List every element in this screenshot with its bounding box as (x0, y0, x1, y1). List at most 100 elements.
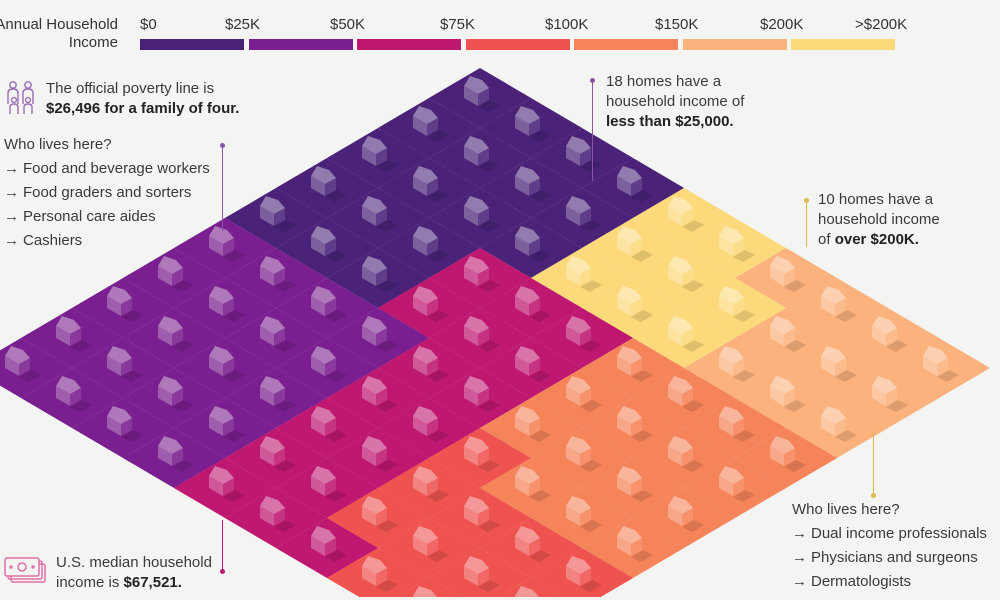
house-icon (566, 256, 602, 292)
house-icon (464, 76, 500, 112)
house-shadow (223, 490, 245, 502)
house-icon (770, 316, 806, 352)
house-shadow (427, 130, 449, 142)
house-roof (872, 376, 897, 394)
house-icon (515, 466, 551, 502)
house-icon (617, 406, 653, 442)
house-roof (617, 526, 642, 544)
house-shadow (733, 370, 755, 382)
house-icon (872, 376, 908, 412)
house-icon (158, 316, 194, 352)
house-roof (515, 166, 540, 184)
callout-dot (220, 569, 225, 574)
house-wall (821, 416, 835, 436)
house-wall (515, 116, 529, 136)
arrow-icon: → (792, 573, 807, 590)
house-icon (668, 496, 704, 532)
low-count-value: less than $25,000. (606, 113, 734, 130)
house-icon (617, 346, 653, 382)
house-roof (464, 76, 489, 94)
occupation-list-item: → Dual income professionals (792, 525, 987, 543)
house-icon (617, 466, 653, 502)
house-icon (413, 106, 449, 142)
house-icon (362, 136, 398, 172)
home-tile-$25K (0, 338, 73, 398)
house-roof (311, 346, 336, 364)
house-roof (515, 106, 540, 124)
house-roof (311, 226, 336, 244)
house-icon (362, 316, 398, 352)
house-shadow (478, 160, 500, 172)
house-shadow (325, 430, 347, 442)
house-shadow (325, 490, 347, 502)
house-roof (668, 256, 693, 274)
house-icon (515, 406, 551, 442)
house-icon (362, 556, 398, 592)
house-roof (311, 526, 336, 544)
house-shadow (427, 550, 449, 562)
house-shadow (478, 580, 500, 592)
house-icon (5, 346, 41, 382)
house-shadow (529, 370, 551, 382)
house-roof (515, 346, 540, 364)
house-roof (209, 406, 234, 424)
house-icon (311, 166, 347, 202)
house-roof (566, 496, 591, 514)
house-icon (56, 316, 92, 352)
house-roof (668, 196, 693, 214)
house-roof (566, 196, 591, 214)
house-icon (566, 316, 602, 352)
house-shadow (631, 190, 653, 202)
house-icon (56, 376, 92, 412)
house-icon (872, 316, 908, 352)
house-shadow (274, 340, 296, 352)
house-wall (158, 446, 172, 466)
house-wall (719, 356, 733, 376)
house-roof (362, 196, 387, 214)
house-roof (362, 496, 387, 514)
house-shadow (325, 250, 347, 262)
low-income-who-heading: Who lives here? (4, 136, 112, 153)
house-roof (5, 346, 30, 364)
house-shadow (223, 250, 245, 262)
house-wall (617, 536, 631, 556)
house-roof (566, 436, 591, 454)
house-roof (566, 316, 591, 334)
home-tile-$75K (326, 548, 430, 597)
house-icon (719, 346, 755, 382)
house-roof (413, 586, 438, 597)
legend-color-bar (791, 39, 895, 50)
house-wall (209, 236, 223, 256)
house-icon (515, 106, 551, 142)
house-wall (515, 176, 529, 196)
house-icon (209, 226, 245, 262)
house-shadow (172, 400, 194, 412)
house-shadow (784, 280, 806, 292)
house-icon (464, 196, 500, 232)
house-shadow (529, 490, 551, 502)
house-roof (617, 466, 642, 484)
high-count-prefix: of (818, 231, 835, 248)
house-shadow (274, 520, 296, 532)
house-shadow (223, 310, 245, 322)
callout-dot (871, 493, 876, 498)
house-shadow (427, 310, 449, 322)
house-roof (413, 406, 438, 424)
house-wall (923, 356, 937, 376)
house-wall (617, 176, 631, 196)
home-tile-$75K (498, 578, 564, 597)
house-wall (209, 296, 223, 316)
home-tile-$75K (428, 548, 532, 597)
house-shadow (121, 430, 143, 442)
house-icon (362, 376, 398, 412)
house-wall (260, 506, 274, 526)
low-count-line1: 18 homes have a (606, 73, 722, 90)
house-shadow (733, 310, 755, 322)
legend-color-bar (140, 39, 244, 50)
house-icon (566, 556, 602, 592)
house-icon (515, 346, 551, 382)
house-shadow (631, 370, 653, 382)
house-wall (668, 506, 682, 526)
house-shadow (223, 370, 245, 382)
house-roof (413, 166, 438, 184)
